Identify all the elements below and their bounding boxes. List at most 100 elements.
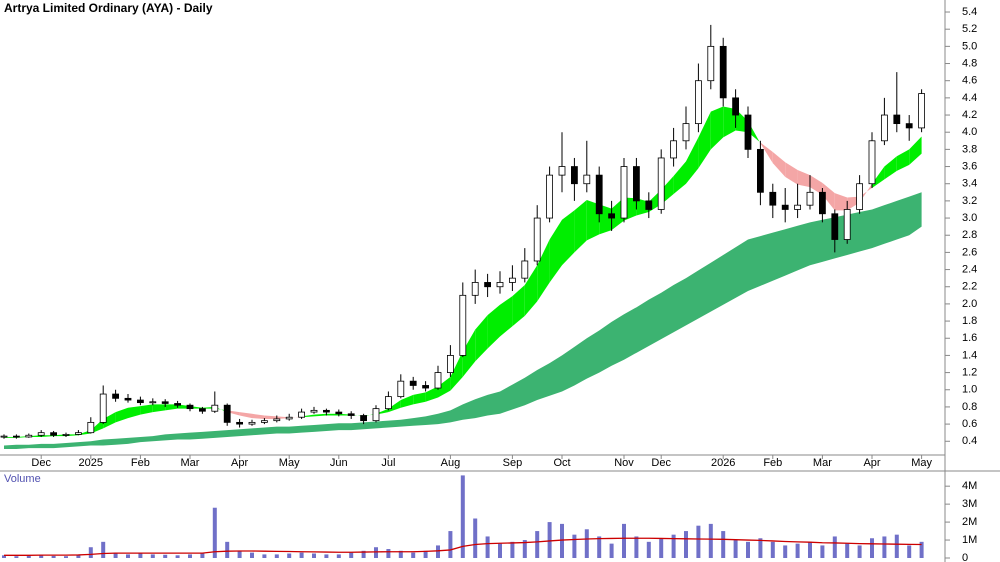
volume-bar [312, 553, 316, 558]
short-band [710, 106, 724, 150]
candle-body [273, 418, 281, 422]
candle-body [384, 396, 392, 410]
volume-bar [76, 555, 81, 558]
volume-bar [783, 545, 788, 558]
volume-bar [646, 541, 651, 558]
candle-body [645, 200, 653, 210]
short-band [698, 111, 711, 169]
x-tick-label: May [279, 457, 300, 469]
volume-bar [423, 550, 428, 558]
short-band [400, 394, 414, 408]
volume-bar [436, 545, 440, 558]
volume-bar [572, 534, 577, 558]
x-tick-label: Feb [763, 457, 782, 469]
candle-body [744, 114, 752, 150]
volume-bar [795, 543, 800, 558]
volume-bar [857, 545, 862, 558]
candle-body [571, 166, 578, 185]
y-tick-label: 2.8 [962, 229, 977, 241]
candle-body [595, 174, 603, 215]
candle-body [918, 93, 925, 129]
y-tick-label: 3.4 [962, 178, 977, 190]
short-band [264, 415, 277, 419]
volume-bar [374, 547, 378, 558]
candle-body [484, 282, 492, 288]
y-tick-label: 0.6 [962, 418, 977, 430]
candle-body [546, 174, 553, 219]
short-band [326, 413, 339, 416]
candle-body [12, 435, 20, 438]
y-tick-label: 4.0 [962, 126, 977, 138]
volume-bar [324, 554, 329, 558]
volume-bar [398, 550, 403, 558]
candle-body [707, 45, 715, 82]
volume-bar [770, 541, 775, 558]
candle-body [87, 421, 95, 434]
candle-body [843, 209, 851, 240]
candle-body [62, 433, 70, 436]
volume-bar [832, 536, 837, 558]
candle-body [347, 413, 355, 416]
short-band [314, 413, 327, 417]
candle-body [769, 191, 777, 206]
candle-body [620, 166, 628, 219]
candle-body [496, 282, 504, 288]
x-tick-label: May [911, 457, 932, 469]
candle-body [161, 401, 169, 404]
y-tick-label: 3.6 [962, 160, 977, 172]
volume-bar [237, 550, 242, 558]
candle-body [806, 191, 814, 206]
candle-body [248, 421, 256, 425]
x-tick-label: 2025 [79, 457, 103, 469]
candle-body [99, 393, 107, 423]
candle-body [50, 432, 57, 436]
volume-bar [113, 552, 118, 558]
candle-body [124, 397, 132, 401]
x-tick-label: Sep [503, 457, 523, 469]
candle-body [881, 114, 888, 142]
short-band [438, 376, 451, 398]
candle-body [422, 385, 430, 389]
volume-bar [411, 552, 416, 558]
volume-bar [684, 531, 688, 558]
volume-bar [150, 554, 155, 558]
candle-body [459, 294, 467, 356]
candle-body [508, 277, 516, 283]
volume-bar [721, 531, 726, 558]
candle-body [905, 123, 913, 129]
volume-title: Volume [4, 473, 41, 485]
candle-body [360, 415, 368, 422]
volume-bar [287, 553, 292, 558]
candle-body [285, 416, 293, 420]
candle-body [298, 411, 306, 418]
volume-bar [64, 556, 68, 558]
volume-bar [250, 552, 254, 558]
y-tick-label: 2.0 [962, 298, 977, 310]
candle-body [0, 435, 8, 438]
y-tick-label: 5.4 [962, 6, 977, 18]
short-band [834, 193, 848, 211]
candle-body [260, 420, 268, 423]
volume-bar [498, 543, 502, 558]
y-tick-label: 3.8 [962, 143, 977, 155]
short-band [475, 315, 488, 362]
short-band [549, 219, 562, 283]
candle-body [409, 380, 417, 386]
short-band [103, 412, 116, 429]
volume-bar [262, 554, 267, 558]
volume-bar [882, 536, 887, 558]
volume-bar [349, 552, 354, 558]
candle-body [633, 166, 640, 202]
candle-body [831, 213, 839, 240]
candle-body [819, 191, 826, 215]
volume-bar [622, 523, 626, 558]
short-band [388, 400, 401, 413]
y-tick-label: 0.8 [962, 401, 977, 413]
short-band [450, 351, 463, 391]
x-tick-label: Mar [813, 457, 832, 469]
candle-body [174, 403, 182, 406]
volume-bar [200, 553, 205, 558]
volume-bar [597, 536, 602, 558]
short-band [797, 169, 810, 188]
